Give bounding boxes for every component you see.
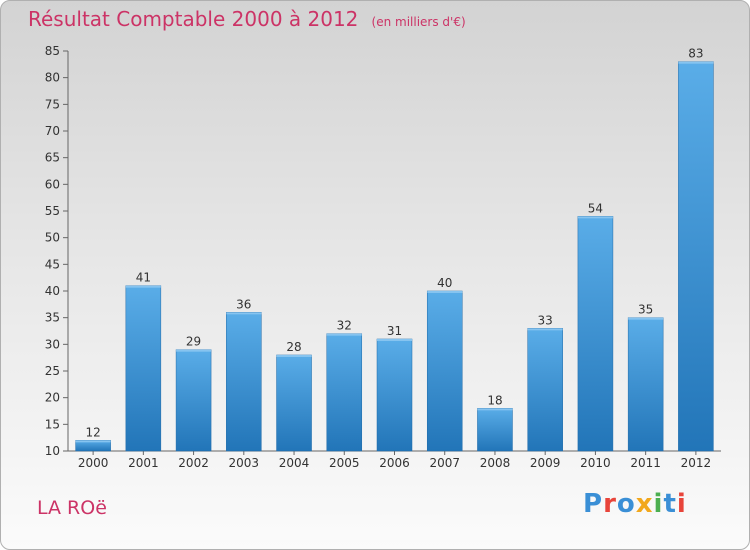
value-label: 41: [136, 271, 151, 285]
y-tick-label: 75: [45, 97, 60, 111]
value-label: 31: [387, 324, 402, 338]
logo-letter: P: [583, 489, 604, 519]
y-tick-label: 35: [45, 311, 60, 325]
x-tick-label: 2007: [429, 456, 460, 470]
bar-top-highlight: [577, 216, 613, 219]
bar-top-highlight: [678, 61, 714, 64]
logo-letter: x: [635, 489, 654, 519]
bar-2003[interactable]: [226, 312, 262, 452]
chart-bars: [75, 61, 714, 452]
x-tick-label: 2008: [480, 456, 511, 470]
bar-top-highlight: [276, 355, 312, 357]
y-tick-label: 85: [45, 44, 60, 58]
x-tick-label: 2003: [229, 456, 260, 470]
bar-2007[interactable]: [426, 290, 463, 452]
y-tick-label: 65: [45, 151, 60, 165]
y-tick-label: 45: [45, 257, 60, 271]
title-unit: (en milliers d'€): [371, 15, 466, 29]
y-tick-label: 70: [45, 124, 60, 138]
x-tick-label: 2005: [329, 456, 360, 470]
logo-letter: i: [676, 489, 687, 519]
y-tick-label: 60: [45, 177, 60, 191]
bar-2008[interactable]: [477, 408, 513, 452]
bar-2009[interactable]: [527, 328, 563, 452]
title-text: Résultat Comptable 2000 à 2012: [28, 7, 359, 31]
logo-letter: i: [653, 489, 664, 519]
value-label: 28: [286, 340, 301, 354]
y-tick-label: 55: [45, 204, 60, 218]
value-label: 29: [186, 335, 201, 349]
bar-top-highlight: [477, 408, 513, 411]
chart-title: Résultat Comptable 2000 à 2012 (en milli…: [28, 7, 466, 31]
bar-top-highlight: [527, 328, 563, 331]
value-label: 54: [588, 201, 603, 215]
bar-2010[interactable]: [577, 216, 614, 452]
chart-axes: 10 15 20 25 30 35 40 45 50 55 60 65 70 75 80 85: [45, 44, 721, 458]
value-label: 40: [437, 276, 452, 290]
x-tick-label: 2012: [681, 456, 712, 470]
value-label: 35: [638, 303, 653, 317]
logo-letter: o: [616, 489, 636, 519]
y-tick-label: 20: [45, 391, 60, 405]
bar-2006[interactable]: [376, 338, 413, 452]
value-label: 12: [85, 425, 100, 439]
bar-top-highlight: [75, 440, 111, 443]
x-tick-label: 2004: [279, 456, 310, 470]
x-tick-label: 2009: [530, 456, 561, 470]
y-tick-label: 15: [45, 417, 60, 431]
bar-top-highlight: [427, 291, 463, 293]
value-label: 83: [688, 47, 703, 61]
logo-letter: t: [663, 489, 677, 519]
bar-top-highlight: [326, 333, 362, 336]
y-tick-label: 30: [45, 337, 60, 351]
x-tick-label: 2006: [379, 456, 410, 470]
logo-letter: r: [603, 489, 617, 519]
y-tick-label: 50: [45, 231, 60, 245]
x-tick-label: 2001: [128, 456, 159, 470]
bar-2004[interactable]: [276, 354, 312, 452]
bar-2002[interactable]: [175, 349, 212, 452]
bar-2005[interactable]: [326, 333, 363, 452]
x-tick-label: 2002: [178, 456, 209, 470]
value-label: 32: [337, 319, 352, 333]
chart-labels: 2000 12 2001 41 2002 29 2003 36 2004 28 2005 32 2006…: [78, 47, 711, 470]
bar-top-highlight: [226, 312, 262, 315]
value-label: 36: [236, 297, 251, 311]
x-tick-label: 2000: [78, 456, 109, 470]
proxiti-logo[interactable]: Proxiti: [583, 489, 687, 519]
bar-2011[interactable]: [627, 317, 664, 452]
bar-2012[interactable]: [678, 61, 714, 452]
y-tick-label: 25: [45, 364, 60, 378]
bar-top-highlight: [176, 349, 212, 352]
value-label: 33: [538, 313, 553, 327]
commune-name: LA ROë: [37, 497, 107, 519]
bar-top-highlight: [628, 317, 664, 320]
bar-top-highlight: [377, 339, 412, 341]
y-tick-label: 80: [45, 71, 60, 85]
bar-top-highlight: [125, 285, 161, 288]
y-tick-label: 40: [45, 284, 60, 298]
x-tick-label: 2010: [580, 456, 611, 470]
y-tick-label: 10: [45, 444, 60, 458]
x-tick-label: 2011: [630, 456, 661, 470]
value-label: 18: [487, 393, 502, 407]
bar-2001[interactable]: [125, 285, 162, 452]
